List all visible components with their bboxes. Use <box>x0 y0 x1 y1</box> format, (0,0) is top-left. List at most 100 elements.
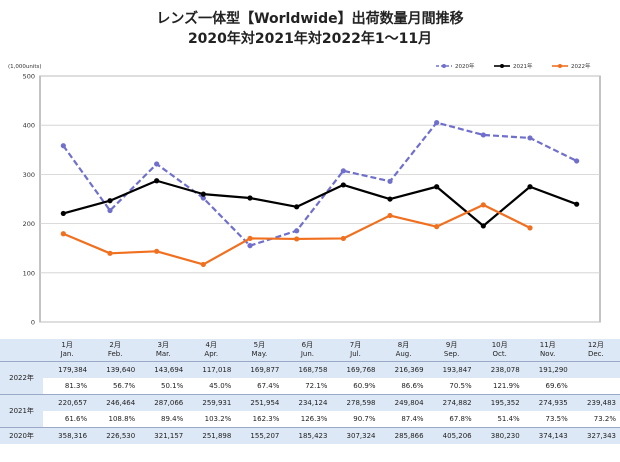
value-cell: 251,954 <box>235 394 284 411</box>
month-en: Aug. <box>395 350 412 358</box>
value-cell: 179,384 <box>43 361 92 378</box>
data-point <box>154 178 160 184</box>
value-cell: 169,768 <box>331 361 380 378</box>
table-row: 2022年 179,384 139,640 143,694 117,018 169,877… <box>0 361 620 395</box>
month-en: Dec. <box>587 350 604 358</box>
pct-cell: 89.4% <box>139 411 188 428</box>
value-cell: 193,847 <box>427 361 476 378</box>
data-point <box>340 168 346 174</box>
month-jp: 12月 <box>587 341 604 349</box>
data-point <box>154 248 160 254</box>
month-en: Oct. <box>492 350 507 358</box>
month-header: 6月 Jun. <box>283 339 332 362</box>
value-cell: 117,018 <box>187 361 236 378</box>
year-label: 2021年 <box>0 394 44 428</box>
month-jp: 10月 <box>491 341 508 349</box>
year-label: 2022年 <box>0 361 44 395</box>
data-point <box>107 198 113 204</box>
value-cell: 139,640 <box>91 361 140 378</box>
pct-cell: 56.7% <box>91 378 140 395</box>
shipment-table: 1月 Jan. 2月 Feb. 3月 Mar. 4月 Apr. 5月 May. 6月 Jun. 7月 Ju… <box>0 339 620 444</box>
data-point <box>60 231 66 237</box>
data-point <box>247 243 253 249</box>
data-point <box>527 135 533 141</box>
value-cell: 321,157 <box>139 427 188 444</box>
month-header: 9月 Sep. <box>427 339 476 362</box>
month-en: Feb. <box>107 350 123 358</box>
legend-marker <box>500 64 504 68</box>
month-jp: 7月 <box>349 341 362 349</box>
month-en: Jan. <box>60 350 74 358</box>
table-pct-row: 81.3% 56.7% 50.1% 45.0% 67.4% 72.1% 60.9% 86.6%… <box>0 378 620 395</box>
value-cell: 274,882 <box>427 394 476 411</box>
table-row: 2020年 358,316 226,530 321,157 251,898 155,207… <box>0 427 620 444</box>
line-chart: 0 100 200 300 400 500 (1,000units) 2020年 2021年 20… <box>8 62 601 327</box>
y-tick-label: 500 <box>23 73 35 81</box>
table-corner <box>0 339 44 362</box>
pct-cell: 87.4% <box>379 411 428 428</box>
month-en: Mar. <box>155 350 171 358</box>
plot-area <box>39 75 601 323</box>
data-point <box>200 191 206 197</box>
value-cell: 287,066 <box>139 394 188 411</box>
month-header: 4月 Apr. <box>187 339 236 362</box>
legend-label: 2022年 <box>571 62 591 70</box>
y-axis-label: (1,000units) <box>8 64 42 70</box>
month-jp: 3月 <box>157 341 169 349</box>
chart-subtitle: 2020年対2021年対2022年1～11月 <box>187 31 433 47</box>
value-cell: 185,423 <box>283 427 332 444</box>
data-point <box>200 261 206 268</box>
series-2 <box>60 202 533 268</box>
pct-cell: 50.1% <box>139 378 188 395</box>
value-cell: 307,324 <box>331 427 380 444</box>
month-jp: 2月 <box>109 341 121 349</box>
pct-cell: 126.3% <box>283 411 332 428</box>
table-row: 2021年 220,657 246,464 287,066 259,931 251,954… <box>0 394 620 428</box>
value-cell: 234,124 <box>283 394 332 411</box>
y-tick-label: 100 <box>23 269 35 277</box>
pct-cell: 81.3% <box>43 378 92 395</box>
pct-cell: 162.3% <box>235 411 284 428</box>
y-tick-label: 400 <box>23 122 35 130</box>
legend-label: 2021年 <box>513 62 533 70</box>
legend-marker <box>442 64 446 68</box>
month-jp: 4月 <box>205 341 218 349</box>
data-point <box>247 195 253 201</box>
chart-title: レンズ一体型【Worldwide】出荷数量月間推移 <box>156 11 464 27</box>
value-cell: 168,758 <box>283 361 332 378</box>
value-cell: 374,143 <box>523 427 572 444</box>
value-cell: 191,290 <box>523 361 572 378</box>
value-cell: 155,207 <box>235 427 284 444</box>
table-header-row: 1月 Jan. 2月 Feb. 3月 Mar. 4月 Apr. 5月 May. 6月 Jun. 7月 Ju… <box>0 339 620 362</box>
month-jp: 6月 <box>301 341 314 349</box>
data-point <box>154 161 160 167</box>
pct-cell: 70.5% <box>427 378 476 395</box>
data-point <box>574 158 580 164</box>
value-cell: 259,931 <box>187 394 236 411</box>
pct-cell: 61.6% <box>43 411 92 428</box>
pct-cell: 121.9% <box>475 378 524 395</box>
value-cell <box>571 361 620 378</box>
month-jp: 11月 <box>539 341 556 349</box>
data-point <box>294 228 300 234</box>
data-point <box>480 202 486 208</box>
data-point <box>434 224 440 230</box>
pct-cell: 69.6% <box>523 378 572 395</box>
data-point <box>60 143 66 149</box>
month-jp: 9月 <box>445 341 458 349</box>
data-point <box>200 195 206 201</box>
data-point <box>434 120 440 126</box>
month-jp: 5月 <box>253 341 266 349</box>
value-cell: 239,483 <box>571 394 620 411</box>
data-point <box>574 201 580 207</box>
data-point <box>340 235 346 242</box>
month-header: 10月 Oct. <box>475 339 524 362</box>
data-point <box>480 132 486 138</box>
data-point <box>527 225 533 231</box>
value-cell: 274,935 <box>523 394 572 411</box>
value-cell: 327,343 <box>571 427 620 444</box>
value-cell: 285,866 <box>379 427 428 444</box>
value-cell: 143,694 <box>139 361 188 378</box>
month-header: 8月 Aug. <box>379 339 428 362</box>
year-label: 2020年 <box>0 427 44 444</box>
